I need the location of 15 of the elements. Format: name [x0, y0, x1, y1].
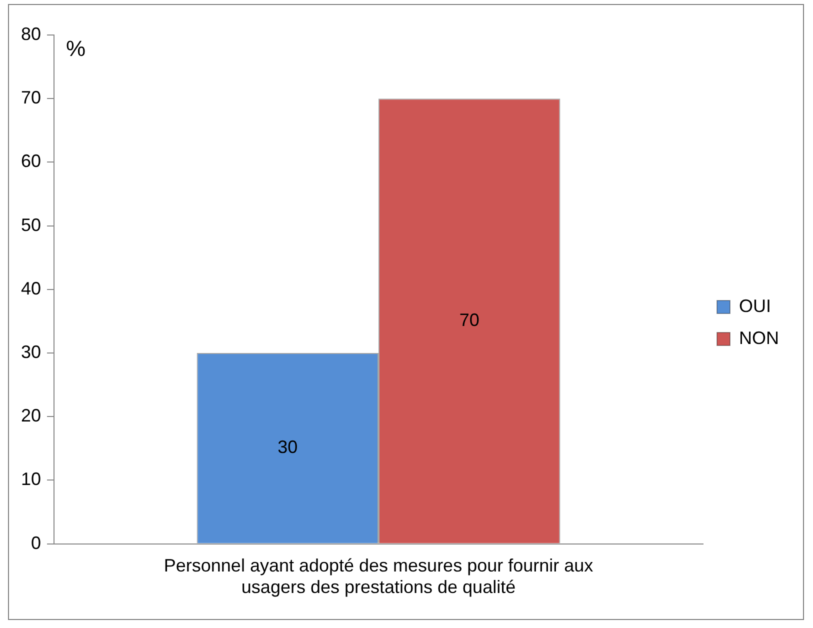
legend-label: NON — [739, 328, 779, 348]
data-label: 30 — [278, 437, 298, 458]
y-tick-label: 50 — [20, 214, 42, 235]
y-tick-label: 60 — [20, 151, 42, 172]
y-tick-label: 20 — [20, 406, 42, 426]
data-label: 70 — [459, 310, 480, 330]
x-tick-label: Personnel ayant adopté des mesures pour fournir aux usagers des prestations de qualité — [164, 556, 594, 598]
y-tick-label: 10 — [20, 469, 42, 490]
y-tick-label: 70 — [20, 88, 42, 108]
y-axis-title: % — [66, 36, 86, 62]
y-tick-label: 0 — [31, 532, 42, 553]
y-tick-label: 30 — [20, 342, 42, 362]
y-tick-label: 80 — [20, 24, 42, 44]
legend-label: OUI — [739, 296, 772, 316]
y-tick-label: 40 — [20, 278, 42, 298]
